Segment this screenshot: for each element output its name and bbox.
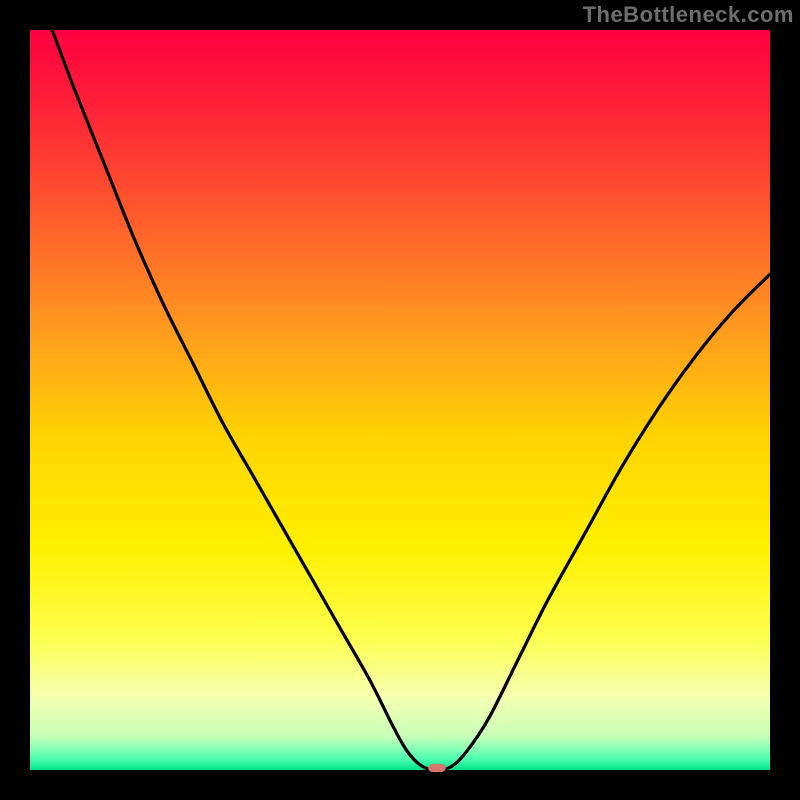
- bottleneck-chart: [0, 0, 800, 800]
- watermark-text: TheBottleneck.com: [583, 2, 794, 28]
- optimal-point-marker: [428, 764, 446, 772]
- chart-gradient-bg: [30, 30, 770, 770]
